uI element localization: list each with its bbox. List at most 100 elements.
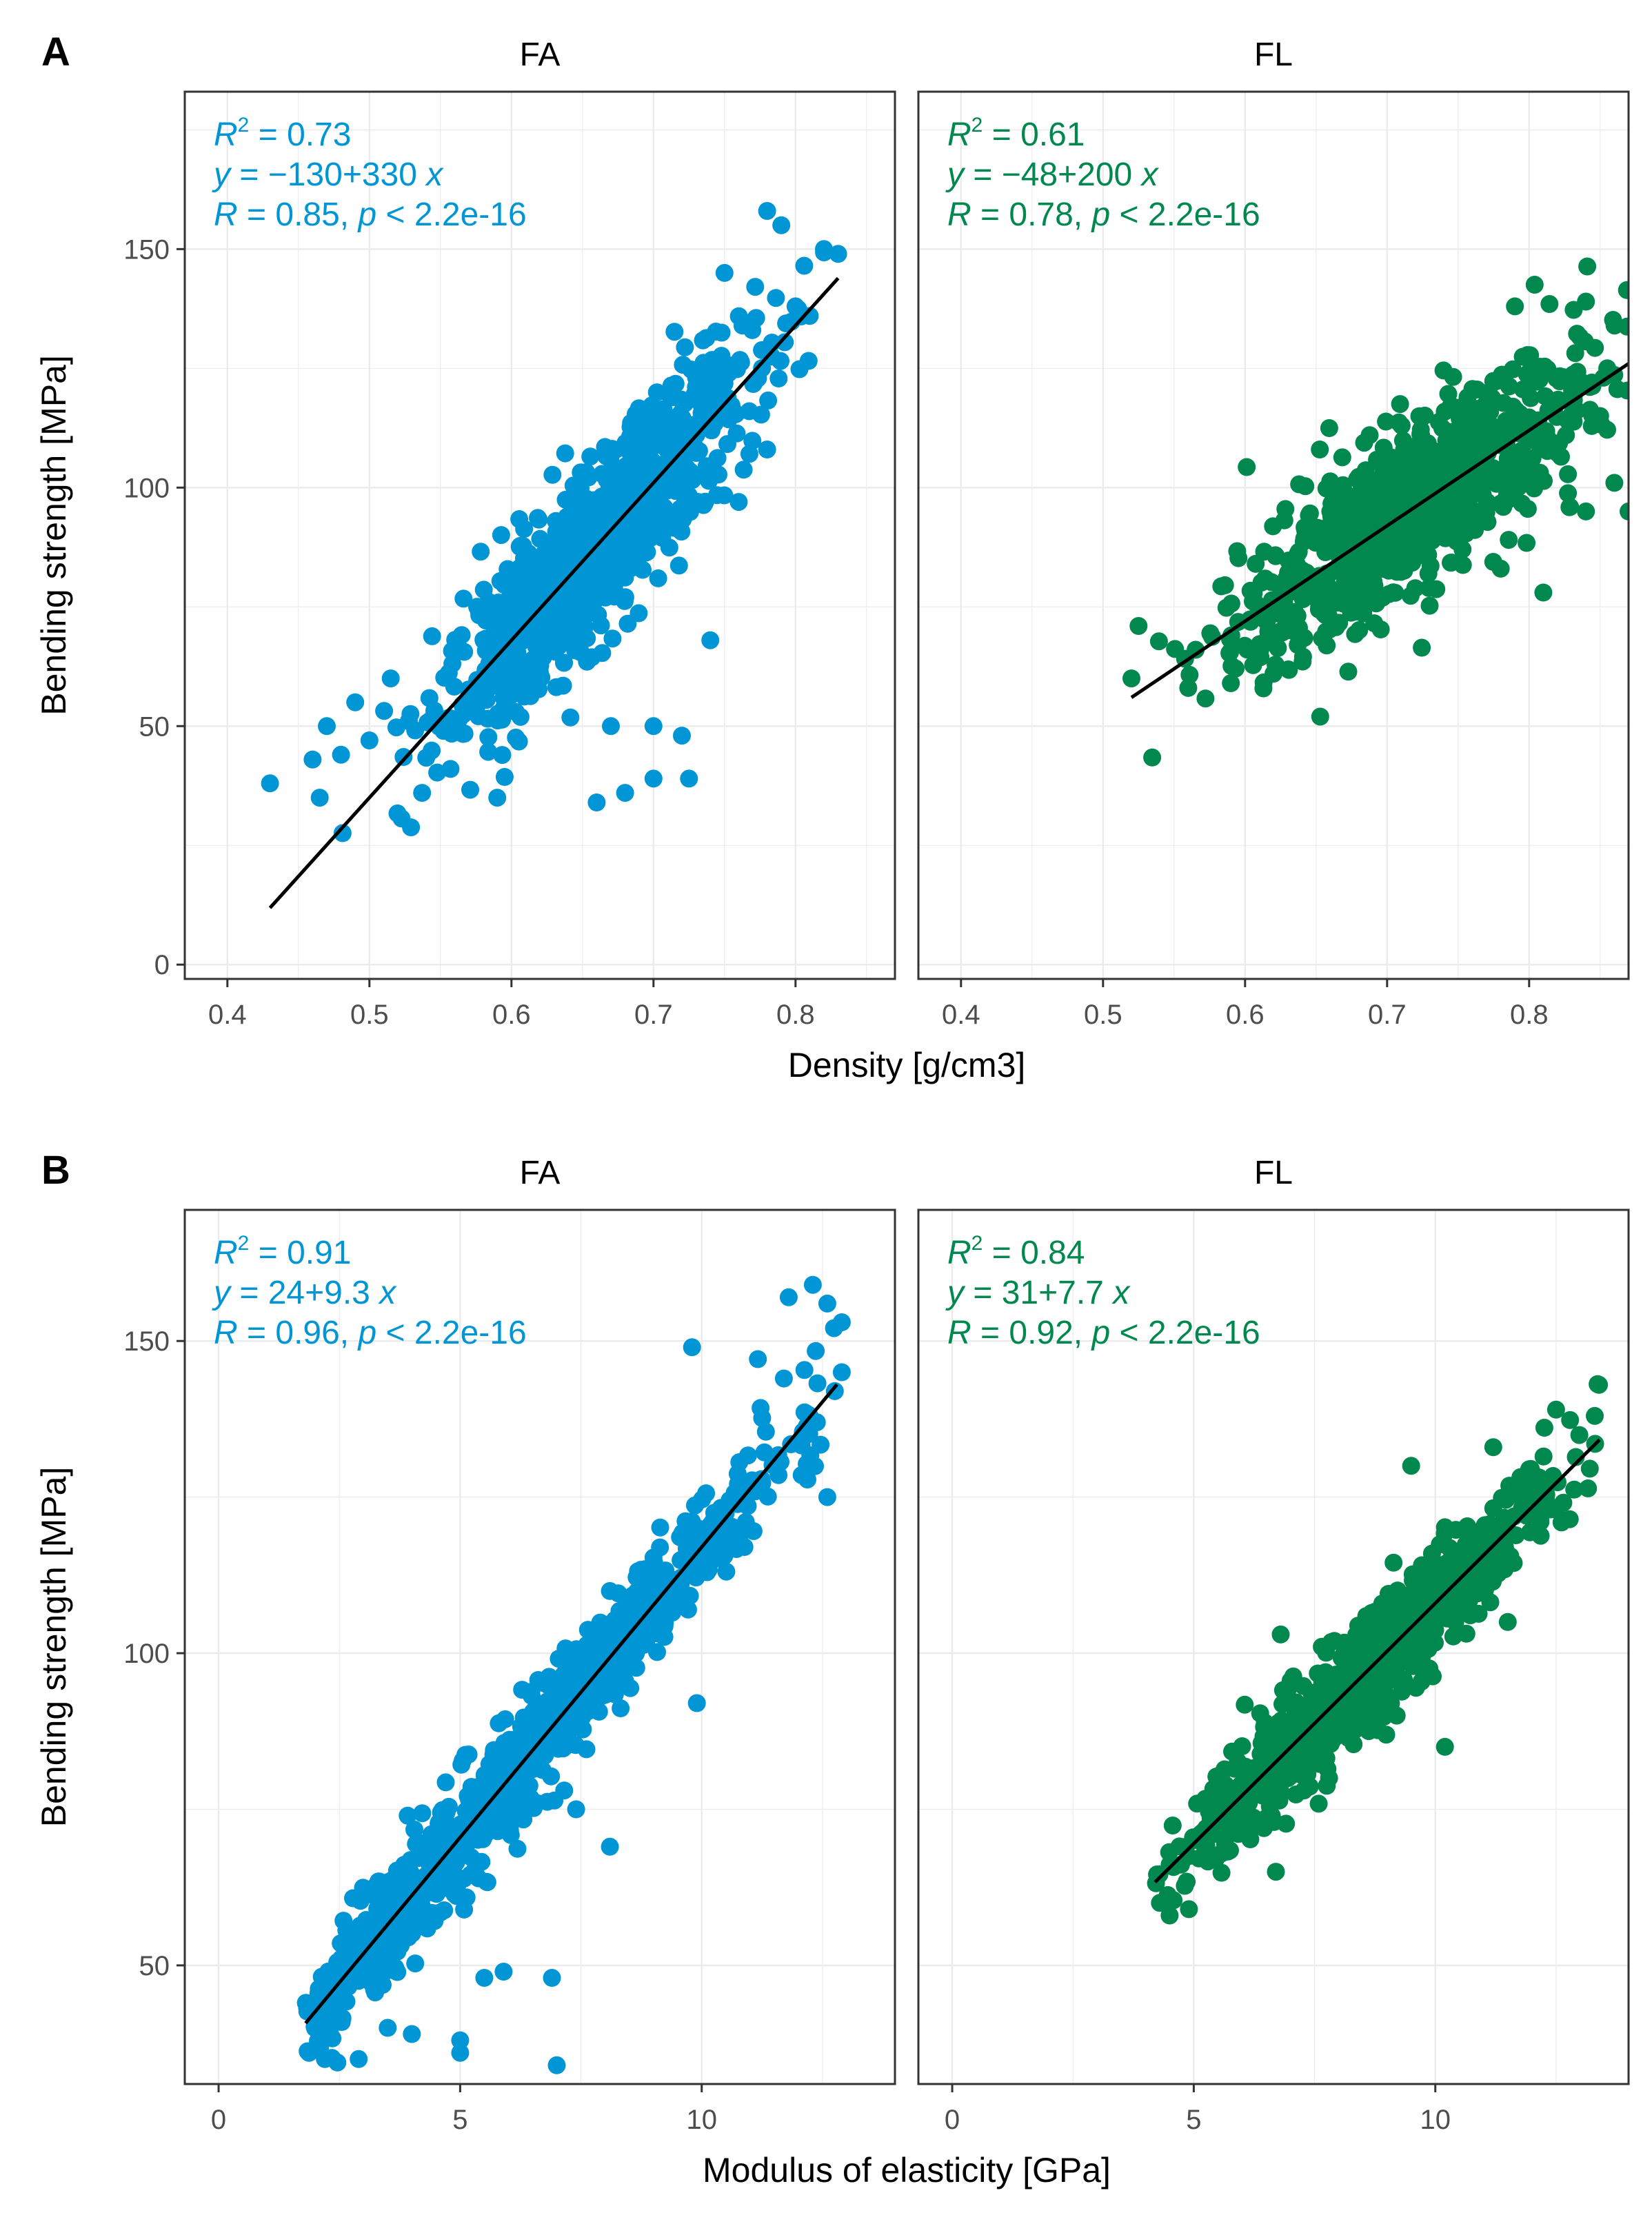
y-tick-label: 50 — [139, 1951, 170, 1981]
data-point — [578, 652, 596, 671]
data-point — [405, 1820, 423, 1839]
data-point — [406, 1954, 425, 1973]
x-tick-label: 0.5 — [1084, 1000, 1122, 1030]
data-point — [323, 1962, 341, 1981]
data-point — [587, 793, 606, 811]
x-tick-label: 0 — [945, 2105, 960, 2135]
data-point — [559, 616, 578, 635]
data-point — [655, 498, 674, 517]
data-point — [1315, 605, 1333, 623]
data-point — [500, 1750, 518, 1769]
data-point — [1372, 509, 1391, 528]
data-point — [1418, 452, 1437, 471]
y-tick-label: 50 — [139, 711, 170, 742]
data-point — [499, 655, 518, 674]
data-point — [494, 689, 513, 707]
r-squared-label: R2 = 0.91 — [214, 1232, 351, 1271]
data-point — [1518, 534, 1536, 552]
data-point — [379, 2019, 397, 2037]
y-axis-title: Bending strength [MPa] — [34, 1467, 73, 1828]
data-point — [1379, 1585, 1398, 1603]
data-point — [1535, 1419, 1553, 1437]
data-point — [1355, 1650, 1373, 1669]
data-point — [510, 538, 529, 556]
data-point — [704, 1550, 723, 1569]
data-point — [587, 1692, 605, 1710]
data-point — [1300, 504, 1319, 523]
data-point — [818, 1488, 836, 1506]
data-point — [1566, 344, 1584, 363]
data-point — [530, 680, 548, 698]
data-point — [387, 1861, 406, 1880]
data-point — [443, 725, 461, 743]
data-point — [1605, 316, 1624, 335]
data-point — [472, 543, 490, 561]
points — [261, 202, 847, 842]
data-point — [1212, 1863, 1231, 1882]
data-point — [1267, 1863, 1285, 1881]
x-tick-label: 0.6 — [1226, 1000, 1265, 1030]
data-point — [621, 443, 639, 462]
data-point — [627, 1659, 645, 1677]
data-point — [719, 1540, 738, 1559]
data-point — [786, 297, 805, 316]
data-point — [807, 1342, 825, 1360]
data-point — [493, 746, 512, 765]
data-point — [1204, 1780, 1222, 1798]
data-point — [634, 560, 652, 579]
data-point — [753, 341, 772, 359]
data-point — [1467, 422, 1485, 441]
data-point — [1494, 498, 1513, 516]
r-squared-label: R2 = 0.84 — [947, 1232, 1085, 1271]
data-point — [419, 1906, 438, 1925]
data-point — [1413, 638, 1431, 657]
data-point — [1500, 377, 1518, 396]
data-point — [475, 1969, 494, 1987]
data-point — [1427, 580, 1446, 598]
data-point — [673, 727, 691, 745]
data-point — [309, 1984, 328, 2003]
data-point — [585, 494, 603, 512]
data-point — [615, 540, 634, 559]
data-point — [1402, 471, 1421, 489]
data-point — [413, 784, 432, 802]
data-point — [472, 1852, 491, 1871]
panel-label: B — [41, 1148, 70, 1193]
data-point — [1338, 489, 1357, 507]
data-point — [712, 1499, 730, 1517]
data-point — [476, 641, 495, 660]
data-point — [680, 769, 698, 788]
data-point — [799, 352, 818, 370]
data-point — [1345, 1721, 1364, 1739]
data-point — [562, 589, 581, 607]
panel-label: A — [41, 30, 70, 74]
data-point — [1238, 640, 1256, 659]
data-point — [602, 717, 620, 736]
data-point — [386, 1959, 405, 1977]
data-point — [483, 1777, 502, 1795]
data-point — [596, 438, 614, 456]
data-point — [554, 676, 572, 695]
data-point — [1447, 1546, 1466, 1565]
data-point — [1522, 358, 1541, 376]
data-point — [1484, 1438, 1502, 1457]
data-point — [1327, 594, 1346, 612]
correlation-label: R = 0.85, p < 2.2e-16 — [214, 196, 527, 233]
data-point — [1383, 551, 1402, 569]
data-point — [1410, 1581, 1429, 1599]
data-point — [651, 1518, 669, 1537]
x-tick-label: 0.8 — [1510, 1000, 1549, 1030]
plot-area — [918, 1210, 1629, 2084]
data-point — [623, 1634, 642, 1652]
data-point — [451, 2031, 470, 2050]
data-point — [774, 1369, 793, 1388]
data-point — [734, 461, 753, 479]
data-point — [1241, 581, 1260, 600]
data-point — [492, 526, 510, 545]
data-point — [672, 1592, 690, 1611]
data-point — [673, 464, 691, 483]
x-tick-label: 0 — [211, 2105, 226, 2135]
data-point — [776, 333, 794, 352]
data-point — [1464, 400, 1483, 418]
data-point — [410, 1847, 429, 1865]
